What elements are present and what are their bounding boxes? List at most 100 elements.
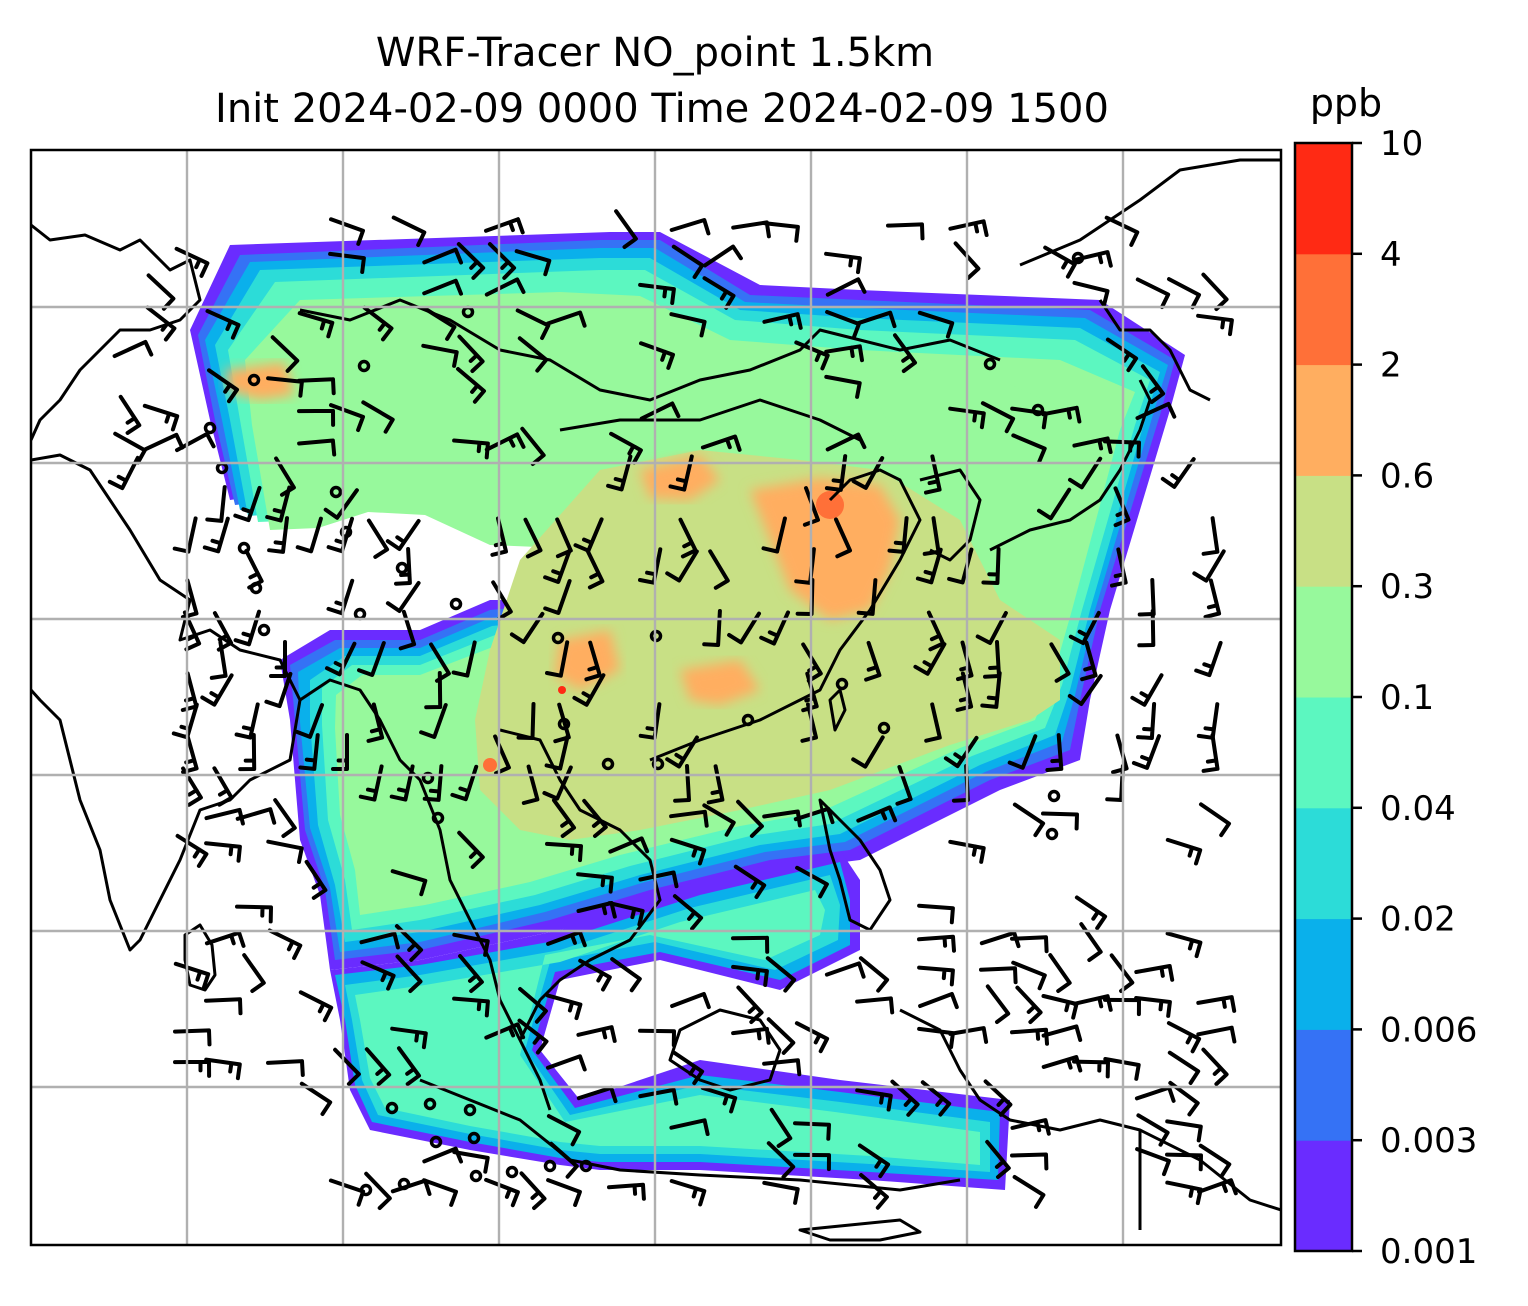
coastline-timor — [798, 1218, 922, 1242]
title-line-2: Init 2024-02-09 0000 Time 2024-02-09 150… — [215, 86, 1109, 132]
wind-barb — [700, 434, 742, 452]
wind-barb — [366, 518, 390, 559]
wind-barb — [544, 733, 570, 771]
calm-wind-marker — [237, 541, 251, 555]
wind-barb — [1012, 802, 1046, 838]
wind-barb — [112, 339, 154, 359]
wind-barb — [608, 836, 650, 854]
wind-barb — [638, 1087, 679, 1106]
wind-barb — [856, 578, 878, 616]
wind-barb — [398, 609, 417, 651]
wind-barb — [1203, 578, 1222, 619]
wind-barb — [1134, 1085, 1176, 1103]
field-band-0.04-south — [355, 890, 980, 1165]
coastline-bay-of-bengal — [299, 678, 552, 1111]
wind-barb — [669, 1118, 710, 1136]
wind-barb — [200, 673, 234, 707]
wind-barb — [385, 581, 421, 613]
wind-barb — [610, 957, 642, 993]
wind-barb — [295, 516, 323, 554]
wind-barb — [915, 547, 943, 585]
wind-barb — [546, 930, 587, 948]
wind-barb — [761, 516, 787, 554]
wind-barb — [457, 830, 485, 869]
wind-barb — [864, 640, 882, 682]
calm-wind-marker — [1045, 827, 1059, 841]
wind-barb — [397, 1046, 421, 1086]
wind-barb — [576, 1025, 617, 1043]
wind-barb — [638, 282, 676, 305]
wind-barb — [1072, 1059, 1110, 1079]
wind-barb — [328, 251, 366, 274]
wind-barb — [924, 702, 942, 743]
wind-barb — [297, 377, 336, 396]
wind-barb — [858, 956, 890, 993]
wind-barb — [759, 610, 790, 646]
wind-barb — [1041, 405, 1082, 424]
wind-barb — [1165, 1152, 1203, 1172]
wind-barb — [1130, 673, 1164, 707]
wind-barb — [1041, 811, 1079, 831]
wind-barb — [304, 859, 328, 900]
wind-barb — [205, 309, 241, 340]
colorbar-tick-label-1: 0.003 — [1380, 1121, 1477, 1161]
wind-barb — [545, 993, 583, 1021]
calm-wind-marker — [385, 1101, 399, 1115]
calm-wind-marker — [651, 757, 665, 771]
wind-barb — [358, 764, 384, 802]
calm-wind-marker — [741, 713, 755, 727]
wind-barb — [517, 336, 549, 373]
wind-barb — [484, 1177, 520, 1208]
wind-barb — [1165, 837, 1203, 866]
calm-wind-marker — [357, 359, 371, 373]
wind-barb — [487, 242, 517, 280]
wind-barb — [209, 640, 228, 680]
wind-barb — [1037, 487, 1072, 521]
wind-barb — [1196, 702, 1220, 740]
field-band-0.6-d — [680, 660, 760, 705]
wind-barb — [204, 1057, 242, 1081]
calm-wind-marker — [469, 1169, 483, 1183]
wind-barb — [207, 368, 239, 404]
wind-barb — [702, 609, 722, 647]
wind-barb — [1010, 935, 1049, 954]
wind-barb — [518, 987, 548, 1024]
wind-barb — [702, 803, 736, 837]
wind-barb — [546, 1178, 582, 1207]
calm-wind-marker — [601, 757, 615, 771]
wind-barb — [394, 547, 412, 586]
wind-barb — [294, 703, 324, 739]
wind-barb — [1074, 895, 1108, 931]
calm-wind-marker — [551, 631, 565, 645]
wind-barb — [665, 549, 699, 583]
wind-barb — [1041, 994, 1079, 1020]
coastline-korea — [919, 468, 982, 562]
wind-barb — [1015, 985, 1043, 1024]
wind-barb — [1167, 277, 1201, 310]
colorbar-tick-label-7: 0.6 — [1380, 456, 1434, 496]
wind-barb — [267, 516, 289, 554]
wind-barb — [917, 934, 956, 953]
field-band-0.6-b — [640, 455, 720, 500]
wind-barb — [913, 642, 947, 676]
wind-barb — [389, 764, 415, 802]
colorbar-swatch-2 — [1295, 918, 1352, 1030]
coastline-philippines — [818, 798, 892, 932]
wind-barb — [360, 960, 396, 991]
wind-barb — [856, 805, 898, 823]
colorbar-swatch-3 — [1295, 807, 1352, 920]
coastline-arabia-india — [31, 223, 302, 952]
wind-barb — [824, 961, 866, 979]
wind-barb — [762, 221, 800, 243]
wind-barb — [1135, 277, 1171, 310]
calm-wind-marker — [579, 1159, 593, 1173]
calm-wind-marker — [463, 1103, 477, 1117]
wind-barb — [142, 403, 180, 432]
wind-barb — [235, 904, 273, 924]
calm-wind-marker — [429, 1135, 443, 1149]
field-band-4 — [558, 686, 566, 694]
wind-barb — [638, 1028, 676, 1048]
wind-barb — [484, 1022, 526, 1040]
wind-barb — [736, 799, 764, 838]
